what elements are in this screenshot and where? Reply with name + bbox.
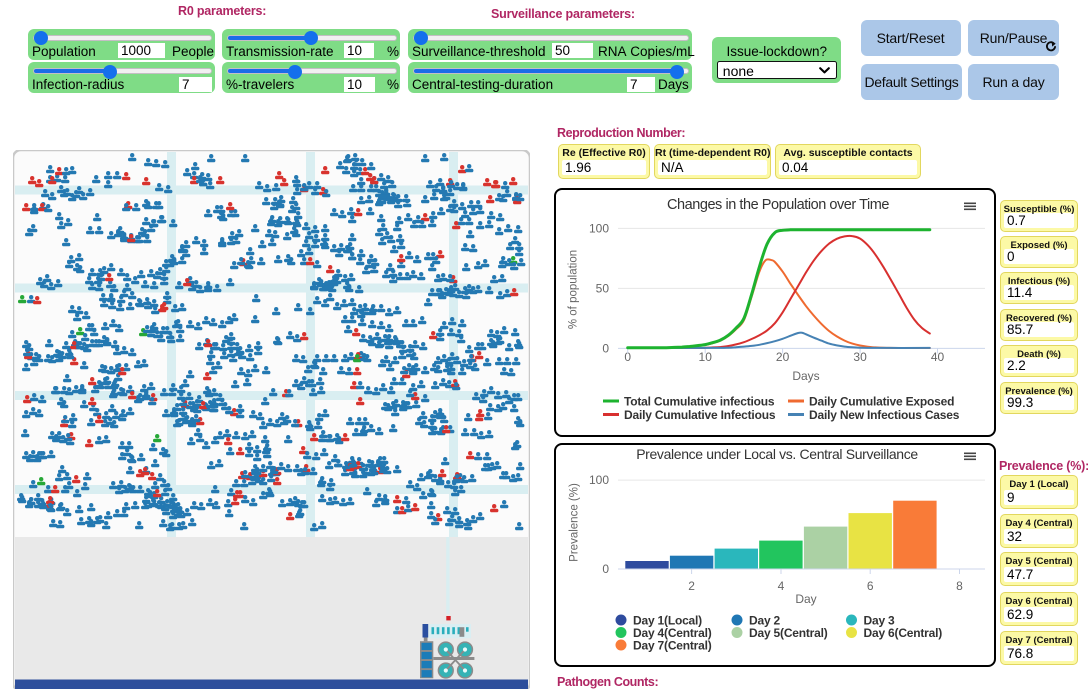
svg-text:Total Cumulative infectious: Total Cumulative infectious (624, 395, 775, 409)
svg-text:6: 6 (867, 579, 874, 593)
svg-text:0: 0 (602, 341, 609, 355)
svg-text:Day: Day (795, 592, 816, 606)
svg-text:8: 8 (956, 579, 963, 593)
svg-text:% of population: % of population (568, 250, 580, 329)
svg-text:Day 1(Local): Day 1(Local) (633, 614, 702, 628)
svg-text:100: 100 (589, 221, 609, 235)
svg-text:4: 4 (778, 579, 785, 593)
svg-text:20: 20 (776, 350, 790, 364)
svg-text:100: 100 (589, 473, 609, 487)
svg-text:Day 3: Day 3 (864, 614, 896, 628)
svg-text:0: 0 (624, 350, 631, 364)
svg-text:Day 4(Central): Day 4(Central) (633, 626, 712, 640)
svg-text:Day 6(Central): Day 6(Central) (864, 626, 943, 640)
svg-text:40: 40 (931, 350, 945, 364)
svg-text:Day 7(Central): Day 7(Central) (633, 639, 712, 653)
svg-text:Daily Cumulative Exposed: Daily Cumulative Exposed (809, 395, 954, 409)
svg-text:50: 50 (596, 281, 610, 295)
svg-text:Day 5(Central): Day 5(Central) (749, 626, 828, 640)
svg-text:Day 2: Day 2 (749, 614, 781, 628)
svg-text:30: 30 (853, 350, 867, 364)
svg-text:Prevalence under Local vs. Cen: Prevalence under Local vs. Central Surve… (636, 446, 918, 462)
svg-text:0: 0 (602, 562, 609, 576)
svg-text:Prevalence (%): Prevalence (%) (569, 483, 581, 562)
svg-text:10: 10 (699, 350, 713, 364)
svg-text:Daily Cumulative Infectious: Daily Cumulative Infectious (624, 408, 776, 422)
svg-text:Days: Days (792, 369, 819, 383)
svg-text:2: 2 (688, 579, 695, 593)
svg-text:Changes in the Population over: Changes in the Population over Time (667, 197, 889, 213)
svg-text:Daily New Infectious Cases: Daily New Infectious Cases (809, 408, 960, 422)
